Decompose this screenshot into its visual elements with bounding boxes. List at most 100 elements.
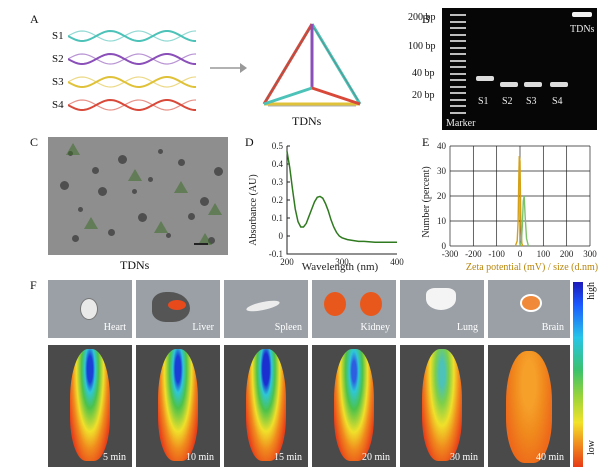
zeta-x-tick: 0 [518, 249, 523, 259]
time-label-30min: 30 min [449, 452, 478, 463]
organ-label-brain: Brain [541, 322, 564, 333]
tem-image [48, 137, 228, 255]
panel-label-d: D [245, 135, 254, 149]
lung-tissue [426, 288, 456, 310]
gel-image: 200 bp 100 bp 40 bp 20 bp S1 S2 S3 S4 TD… [408, 8, 597, 130]
particle [200, 197, 209, 206]
strand-helix-back-3 [68, 76, 197, 88]
time-label-5min: 5 min [102, 452, 126, 463]
ladder-label-20: 20 bp [412, 90, 435, 101]
particle [108, 229, 115, 236]
strand-label-s3: S3 [52, 76, 64, 88]
arrow-icon [210, 63, 247, 73]
organ-label-kidney: Kidney [360, 322, 390, 333]
particle [178, 159, 185, 166]
tetrahedron-marker [154, 221, 168, 233]
panel-label-c: C [30, 135, 39, 149]
gel-band-s3 [524, 82, 542, 87]
ladder-band [450, 33, 466, 36]
brain-tissue [520, 294, 542, 312]
organ-label-spleen: Spleen [274, 322, 302, 333]
strand-label-s1: S1 [52, 30, 64, 42]
particle [78, 207, 83, 212]
tem-caption: TDNs [120, 258, 150, 272]
absorbance-y-label: Absorbance (AU) [248, 174, 259, 245]
mouse-signal-10min [158, 349, 198, 461]
particle [60, 181, 69, 190]
zeta-y-tick: 0 [442, 241, 447, 251]
zeta-y-tick: 10 [437, 216, 447, 226]
absorbance-y-tick: 0.5 [272, 141, 284, 151]
organ-spleen: Spleen [224, 280, 308, 338]
time-label-10min: 10 min [185, 452, 214, 463]
zeta-x-tick: -200 [465, 249, 482, 259]
gel-band-s1 [476, 76, 494, 81]
tetrahedron-marker [66, 143, 80, 155]
absorbance-x-tick: 300 [335, 257, 349, 267]
intensity-colorbar [573, 282, 583, 467]
absorbance-y-tick: 0.3 [272, 177, 284, 187]
tetrahedron-marker [174, 181, 188, 193]
mouse-image-5min: 5 min [48, 345, 132, 467]
panel-label-e: E [422, 135, 430, 149]
ladder-band [450, 79, 466, 81]
lane-label-s2: S2 [502, 96, 513, 107]
absorbance-y-tick: 0.1 [272, 213, 283, 223]
tdn-product-label: TDNs [292, 114, 322, 128]
zeta-y-label: Number (percent) [421, 166, 432, 237]
zeta-y-tick: 40 [437, 141, 447, 151]
ladder-band [450, 20, 466, 23]
marker-label: Marker [446, 118, 476, 129]
organ-label-heart: Heart [103, 322, 126, 333]
absorbance-x-label: Wavelength (nm) [302, 261, 379, 273]
time-label-15min: 15 min [273, 452, 302, 463]
strand-label-s2: S2 [52, 53, 64, 65]
mouse-signal-40min [506, 351, 552, 463]
mouse-signal-15min [246, 349, 286, 461]
particle [158, 149, 163, 154]
ladder-band [450, 92, 466, 94]
kidney-right [360, 292, 382, 316]
gel-band-tdns [572, 12, 592, 17]
spleen-tissue [245, 298, 281, 314]
strand-helix-back-4 [68, 99, 197, 111]
panel-label-a: A [30, 12, 39, 26]
tetrahedron-marker [128, 169, 142, 181]
particle [98, 187, 107, 196]
absorbance-y-tick: 0.4 [272, 159, 284, 169]
absorbance-x-tick: 200 [280, 257, 294, 267]
zeta-x-label: Zeta potential (mV) / size (d.nm) [466, 262, 598, 273]
zeta-x-tick: -300 [442, 249, 459, 259]
zeta-x-tick: 300 [583, 249, 597, 259]
ladder-band [450, 72, 466, 75]
strand-helix-back-2 [68, 53, 197, 65]
gel-band-s2 [500, 82, 518, 87]
organ-brain: Brain [488, 280, 570, 338]
organ-label-liver: Liver [192, 322, 214, 333]
particle [148, 177, 153, 182]
zeta-chart: -300 -200 -100 0 100 200 300 0 10 20 30 40 Zeta pot… [421, 141, 598, 273]
scale-bar [194, 243, 208, 245]
zeta-x-tick: -100 [488, 249, 505, 259]
zeta-series-line-2 [519, 195, 530, 247]
ladder-band [450, 14, 466, 16]
organ-heart: Heart [48, 280, 132, 338]
strand-helix-3 [68, 76, 197, 89]
ladder-band [450, 66, 466, 68]
panel-label-f: F [30, 278, 37, 292]
time-label-20min: 20 min [361, 452, 390, 463]
lane-label-s4: S4 [552, 96, 563, 107]
particle [118, 155, 127, 164]
heart-tissue [80, 298, 98, 320]
mouse-image-20min: 20 min [312, 345, 396, 467]
ladder-band [450, 59, 466, 62]
zeta-y-tick: 30 [437, 166, 447, 176]
tetrahedron-marker [208, 203, 222, 215]
particle [166, 233, 171, 238]
ladder-label-100: 100 bp [408, 41, 436, 52]
ladder-band [450, 85, 466, 88]
scale-low-label: low [586, 440, 597, 455]
ladder-band [450, 27, 466, 29]
strand-helix-1 [68, 30, 197, 43]
mouse-signal-5min [70, 349, 110, 461]
